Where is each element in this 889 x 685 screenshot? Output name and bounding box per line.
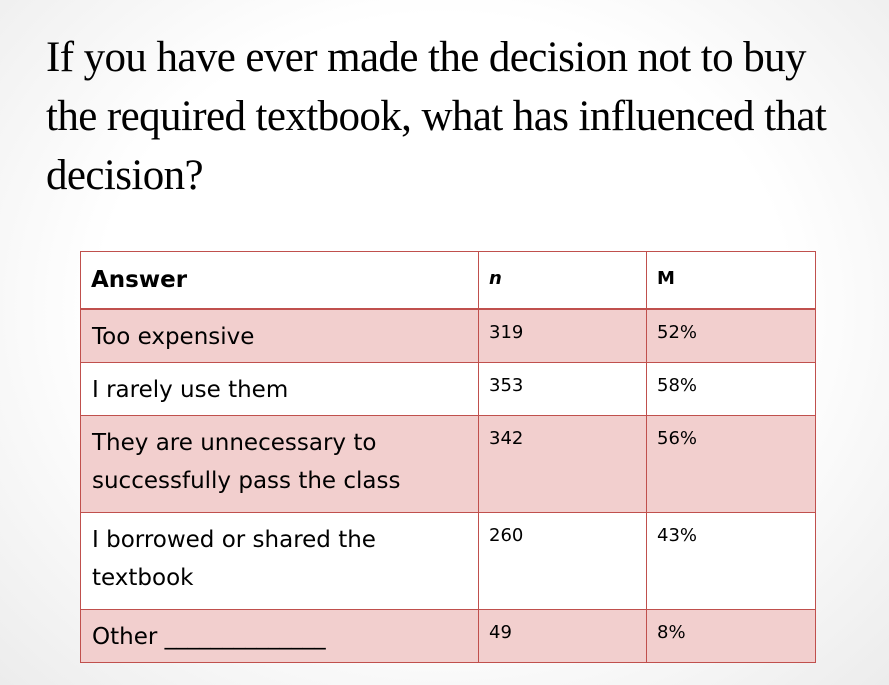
slide-title: If you have ever made the decision not t… [46, 34, 827, 199]
count-cell: 49 [478, 609, 647, 663]
percent-cell: 8% [646, 609, 816, 663]
count-cell: 319 [478, 308, 647, 363]
percent-cell: 56% [646, 415, 816, 513]
table-row: Other ______________ 49 8% [80, 609, 816, 663]
count-cell: 353 [478, 362, 647, 416]
results-table: Answer n M Too expensive 319 52% I rarel… [80, 251, 816, 663]
percent-cell: 58% [646, 362, 816, 416]
column-header-m: M [646, 251, 816, 310]
answer-cell: Other ______________ [80, 609, 479, 663]
answer-cell: I borrowed or shared the textbook [80, 512, 479, 610]
percent-cell: 43% [646, 512, 816, 610]
percent-cell: 52% [646, 308, 816, 363]
count-cell: 342 [478, 415, 647, 513]
column-header-n: n [478, 251, 647, 310]
answer-cell: I rarely use them [80, 362, 479, 416]
table-header-row: Answer n M [80, 251, 816, 310]
table-row: They are unnecessary to successfully pas… [80, 415, 816, 513]
count-cell: 260 [478, 512, 647, 610]
table-row: I rarely use them 353 58% [80, 362, 816, 416]
table-row: Too expensive 319 52% [80, 308, 816, 363]
table-row: I borrowed or shared the textbook 260 43… [80, 512, 816, 610]
answer-cell: Too expensive [80, 308, 479, 363]
column-header-answer: Answer [80, 251, 479, 310]
answer-cell: They are unnecessary to successfully pas… [80, 415, 479, 513]
